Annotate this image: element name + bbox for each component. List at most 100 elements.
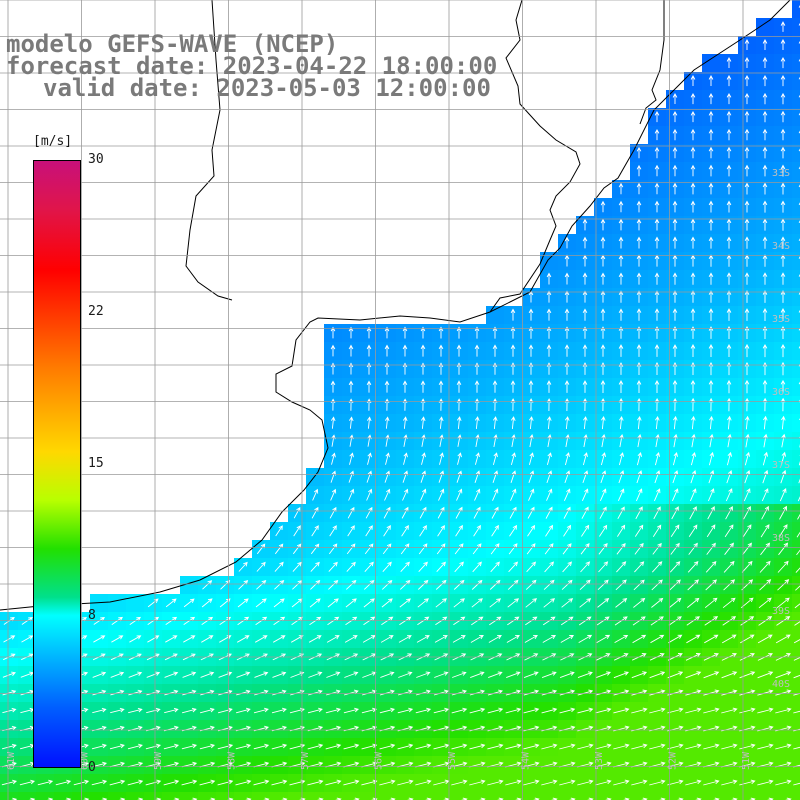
wind-arrow [601,433,606,448]
wind-arrow [438,488,445,501]
wind-arrow [402,470,409,483]
wind-arrow [597,579,609,591]
wind-arrow [649,743,666,750]
wind-cell [792,450,800,469]
wind-arrow [690,344,696,357]
wind-arrow [19,779,36,786]
wind-arrow [793,710,800,714]
wind-arrow [726,57,732,68]
wind-arrow [722,616,737,626]
wind-arrow [633,597,646,608]
wind-arrow [708,470,715,484]
wind-cell [558,792,577,800]
wind-arrow [685,743,702,750]
wind-arrow [739,689,756,696]
wind-arrow [726,272,732,285]
wind-cell [792,666,800,685]
wind-cell [432,792,451,800]
wind-arrow [617,488,625,501]
wind-cell [792,486,800,505]
wind-arrow [726,146,732,159]
wind-arrow [654,470,661,484]
wind-arrow [403,452,408,465]
wind-arrow [673,415,678,430]
wind-arrow [559,743,576,750]
wind-arrow [146,707,161,714]
lagoon-outline [489,0,581,313]
wind-arrow [489,598,502,608]
wind-arrow [744,74,750,87]
wind-arrow [451,779,468,786]
wind-arrow [330,326,336,339]
wind-arrow [781,415,786,430]
wind-arrow [654,344,660,357]
wind-arrow [780,272,786,285]
wind-arrow [762,200,768,213]
wind-arrow [546,416,552,430]
wind-arrow [543,579,555,590]
wind-arrow [582,470,589,484]
wind-arrow [21,635,34,643]
wind-arrow [419,506,427,519]
wind-arrow [2,689,17,696]
wind-arrow [325,779,342,786]
wind-arrow [456,344,462,357]
wind-arrow [744,92,750,105]
latitude-labels: 33S 34S 35S 36S 37S 38S 39S 40S [772,168,790,690]
wind-arrow [439,452,444,465]
wind-arrow [344,671,359,678]
wind-arrow [762,469,769,484]
wind-arrow [471,598,483,608]
wind-arrow [510,488,517,501]
wind-arrow [217,779,234,786]
wind-arrow [402,326,408,339]
wind-arrow [669,597,682,608]
wind-arrow [561,579,573,590]
wind-arrow [616,561,627,573]
wind-arrow [343,689,359,696]
wind-arrow [328,579,339,590]
wind-cell [180,792,199,800]
wind-arrow [654,380,660,393]
wind-arrow [347,525,355,537]
wind-arrow [780,236,786,249]
wind-arrow [707,506,715,520]
wind-arrow [217,743,234,750]
wind-arrow [685,689,702,696]
wind-cell [126,594,145,613]
wind-arrow [777,579,790,591]
wind-arrow [487,743,504,750]
wind-arrow [582,380,588,393]
wind-arrow [559,689,576,696]
wind-arrow [690,75,696,86]
wind-arrow [564,272,570,285]
wind-arrow [708,344,714,357]
wind-arrow [111,616,123,625]
wind-arrow [578,616,592,626]
wind-cell [792,630,800,649]
wind-arrow [343,779,360,786]
wind-arrow [618,308,624,321]
wind-arrow [525,598,538,608]
wind-arrow [510,308,516,321]
wind-cell [144,792,163,800]
wind-arrow [562,543,572,555]
wind-arrow [145,743,162,750]
wind-arrow [365,506,373,519]
wind-arrow [527,506,535,519]
wind-arrow [456,326,462,339]
wind-arrow [708,75,714,86]
wind-arrow [419,525,427,537]
wind-arrow [651,579,663,591]
wind-arrow [670,524,680,538]
wind-arrow [744,470,751,484]
wind-cell [792,180,800,199]
wind-arrow [636,200,642,213]
wind-arrow [596,616,610,626]
wind-arrow [505,743,522,750]
wind-cell [414,792,433,800]
wind-arrow [545,506,553,519]
wind-arrow [762,146,768,159]
wind-arrow [345,616,358,626]
